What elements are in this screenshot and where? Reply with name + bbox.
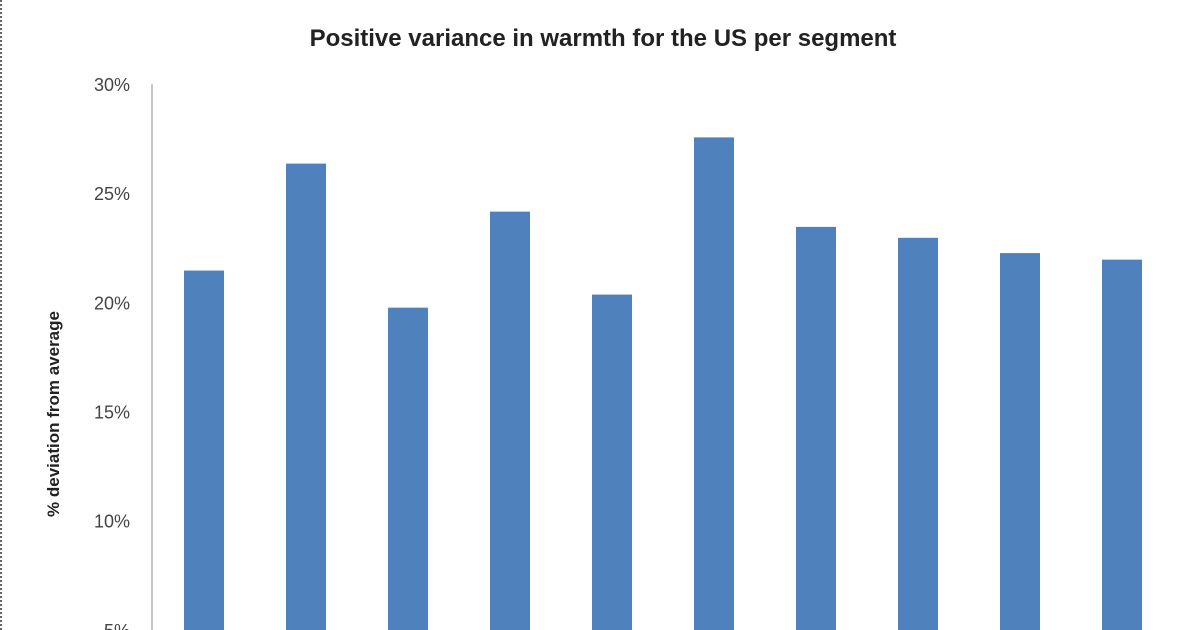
y-tick-label: 20% — [94, 293, 130, 313]
bar — [796, 226, 836, 630]
bar — [1102, 259, 1142, 630]
bar — [388, 307, 428, 630]
bar — [898, 237, 938, 630]
chart-title: Positive variance in warmth for the US p… — [310, 25, 897, 52]
left-border — [0, 0, 2, 630]
bar — [184, 270, 224, 630]
bar — [1000, 253, 1040, 630]
y-axis-label: % deviation from average — [44, 311, 63, 517]
y-tick-label: 25% — [94, 184, 130, 204]
bars — [184, 137, 1142, 630]
y-tick-label: 10% — [94, 512, 130, 532]
y-tick-label: 15% — [94, 402, 130, 422]
y-ticks: 5% 10% 15% 20% 25% 30% — [94, 75, 130, 630]
bar — [490, 211, 530, 630]
bar — [694, 137, 734, 630]
y-tick-label: 30% — [94, 75, 130, 95]
bar — [592, 294, 632, 630]
bar — [286, 163, 326, 630]
y-tick-label: 5% — [104, 621, 130, 630]
